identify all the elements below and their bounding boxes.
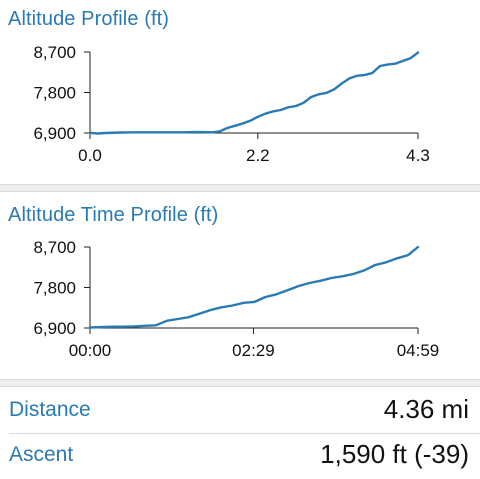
distance-value: 4.36 mi	[383, 394, 469, 424]
stat-row-ascent: Ascent 1,590 ft (-39)	[0, 435, 480, 479]
altitude-series-line	[88, 51, 420, 135]
y-tick-label: 7,800	[33, 279, 76, 298]
x-tick-label: 2.2	[246, 146, 270, 165]
distance-label: Distance	[9, 398, 91, 421]
x-tick-label: 00:00	[69, 341, 112, 360]
row-separator	[9, 433, 480, 434]
y-tick-label: 6,900	[33, 319, 76, 338]
stat-row-distance: Distance 4.36 mi	[0, 390, 480, 434]
x-tick-label: 02:29	[232, 341, 275, 360]
altitude-series-line	[88, 245, 420, 329]
x-tick-label: 0.0	[78, 146, 102, 165]
x-tick-label: 4.3	[406, 146, 430, 165]
altitude-time-profile-chart: 8,700 7,800 6,900 00:00 02:29 04:59	[33, 238, 440, 360]
ascent-value: 1,590 ft (-39)	[320, 439, 469, 469]
y-tick-label: 8,700	[33, 238, 76, 257]
y-tick-label: 7,800	[33, 84, 76, 103]
section-divider	[0, 379, 480, 387]
y-tick-label: 6,900	[33, 124, 76, 143]
y-tick-label: 8,700	[33, 43, 76, 62]
x-tick-label: 04:59	[397, 341, 440, 360]
chart-title-altitude-time-profile: Altitude Time Profile (ft)	[8, 204, 219, 226]
chart-title-altitude-profile: Altitude Profile (ft)	[8, 8, 170, 30]
section-divider	[0, 184, 480, 192]
ascent-label: Ascent	[9, 443, 74, 466]
